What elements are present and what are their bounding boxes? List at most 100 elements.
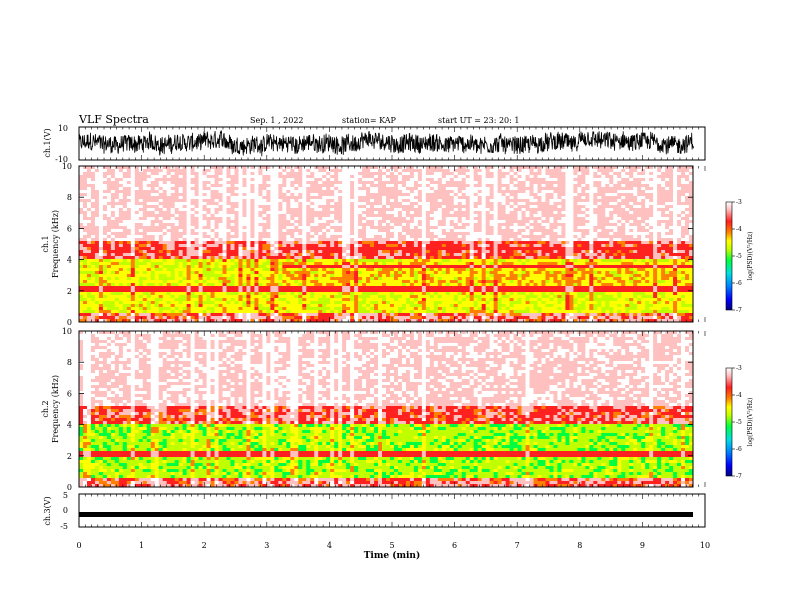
spectrogram-cell: [238, 226, 243, 230]
spectrogram-cell: [433, 196, 439, 200]
spectrogram-cell: [178, 286, 183, 290]
spectrogram-cell: [146, 193, 152, 197]
spectrogram-cell: [146, 253, 152, 257]
spectrogram-cell: [405, 193, 411, 197]
spectrogram-cell: [110, 187, 116, 191]
spectrogram-cell: [79, 196, 84, 200]
spectrogram-cell: [318, 166, 323, 170]
spectrogram-cell: [154, 307, 160, 311]
spectrogram-cell: [130, 265, 136, 269]
spectrogram-cell: [134, 280, 140, 284]
spectrogram-cell: [322, 220, 327, 224]
spectrogram-cell: [294, 268, 299, 272]
spectrogram-cell: [134, 316, 140, 320]
spectrogram-cell: [425, 211, 431, 215]
spectrogram-cell: [310, 190, 315, 194]
spectrogram-cell: [350, 211, 355, 215]
spectrogram-cell: [330, 310, 335, 314]
spectrogram-cell: [194, 256, 199, 260]
spectrogram-cell: [449, 199, 455, 203]
spectrogram-cell: [433, 238, 439, 242]
spectrogram-cell: [198, 307, 203, 311]
spectrogram-cell: [142, 187, 148, 191]
spectrogram-cell: [154, 268, 160, 272]
spectrogram-cell: [322, 172, 327, 176]
spectrogram-cell: [122, 298, 128, 302]
spectrogram-cell: [238, 280, 243, 284]
spectrogram-cell: [162, 265, 168, 269]
spectrogram-cell: [102, 214, 108, 218]
spectrogram-cell: [118, 217, 124, 221]
spectrogram-cell: [298, 217, 303, 221]
spectrogram-cell: [290, 319, 295, 323]
spectrogram-cell: [222, 292, 227, 296]
spectrogram-cell: [86, 256, 92, 260]
spectrogram-cell: [210, 220, 215, 224]
spectrogram-cell: [170, 301, 175, 305]
spectrogram-cell: [374, 277, 379, 281]
spectrogram-cell: [330, 274, 335, 278]
spectrogram-cell: [298, 184, 303, 188]
spectrogram-cell: [86, 271, 92, 275]
spectrogram-cell: [170, 208, 175, 212]
spectrogram-cell: [174, 184, 179, 188]
spectrogram-cell: [405, 265, 411, 269]
spectrogram-cell: [210, 196, 215, 200]
spectrogram-cell: [218, 238, 223, 242]
spectrogram-cell: [146, 217, 152, 221]
spectrogram-cell: [310, 193, 315, 197]
spectrogram-cell: [278, 241, 283, 245]
spectrogram-cell: [222, 184, 227, 188]
spectrogram-cell: [142, 283, 148, 287]
spectrogram-cell: [182, 286, 187, 290]
spectrogram-cell: [270, 166, 275, 170]
spectrogram-cell: [178, 220, 183, 224]
spectrogram-cell: [358, 232, 363, 236]
spectrogram-cell: [370, 181, 375, 185]
spectrogram-cell: [338, 208, 343, 212]
spectrogram-cell: [270, 280, 275, 284]
spectrogram-cell: [86, 298, 92, 302]
spectrogram-cell: [258, 181, 263, 185]
spectrogram-cell: [298, 319, 303, 323]
spectrogram-cell: [238, 199, 243, 203]
spectrogram-cell: [318, 181, 323, 185]
spectrogram-cell: [338, 244, 343, 248]
spectrogram-cell: [278, 313, 283, 317]
spectrogram-cell: [166, 217, 171, 221]
spectrogram-cell: [338, 193, 343, 197]
spectrogram-cell: [393, 193, 399, 197]
spectrogram-cell: [194, 211, 199, 215]
spectrogram-cell: [278, 229, 283, 233]
spectrogram-cell: [342, 319, 347, 323]
spectrogram-cell: [110, 241, 116, 245]
spectrogram-cell: [114, 310, 120, 314]
spectrogram-cell: [310, 250, 315, 254]
spectrogram-cell: [230, 202, 235, 206]
spectrogram-cell: [346, 274, 351, 278]
spectrogram-cell: [126, 274, 132, 278]
spectrogram-cell: [194, 304, 199, 308]
spectrogram-cell: [266, 169, 271, 173]
spectrogram-cell: [110, 181, 116, 185]
spectrogram-cell: [162, 232, 168, 236]
spectrogram-cell: [110, 226, 116, 230]
spectrogram-cell: [250, 256, 255, 260]
spectrogram-cell: [354, 268, 359, 272]
spectrogram-cell: [274, 301, 279, 305]
spectrogram-cell: [437, 307, 443, 311]
spectrogram-cell: [389, 193, 395, 197]
spectrogram-cell: [106, 298, 112, 302]
spectrogram-cell: [114, 277, 120, 281]
spectrogram-cell: [314, 289, 319, 293]
spectrogram-cell: [326, 217, 331, 221]
spectrogram-cell: [449, 295, 455, 299]
spectrogram-cell: [378, 310, 383, 314]
spectrogram-cell: [254, 310, 259, 314]
spectrogram-cell: [374, 241, 379, 245]
spectrogram-cell: [86, 235, 92, 239]
spectrogram-cell: [294, 187, 299, 191]
spectrogram-cell: [397, 301, 403, 305]
spectrogram-cell: [437, 229, 443, 233]
spectrogram-cell: [326, 196, 331, 200]
